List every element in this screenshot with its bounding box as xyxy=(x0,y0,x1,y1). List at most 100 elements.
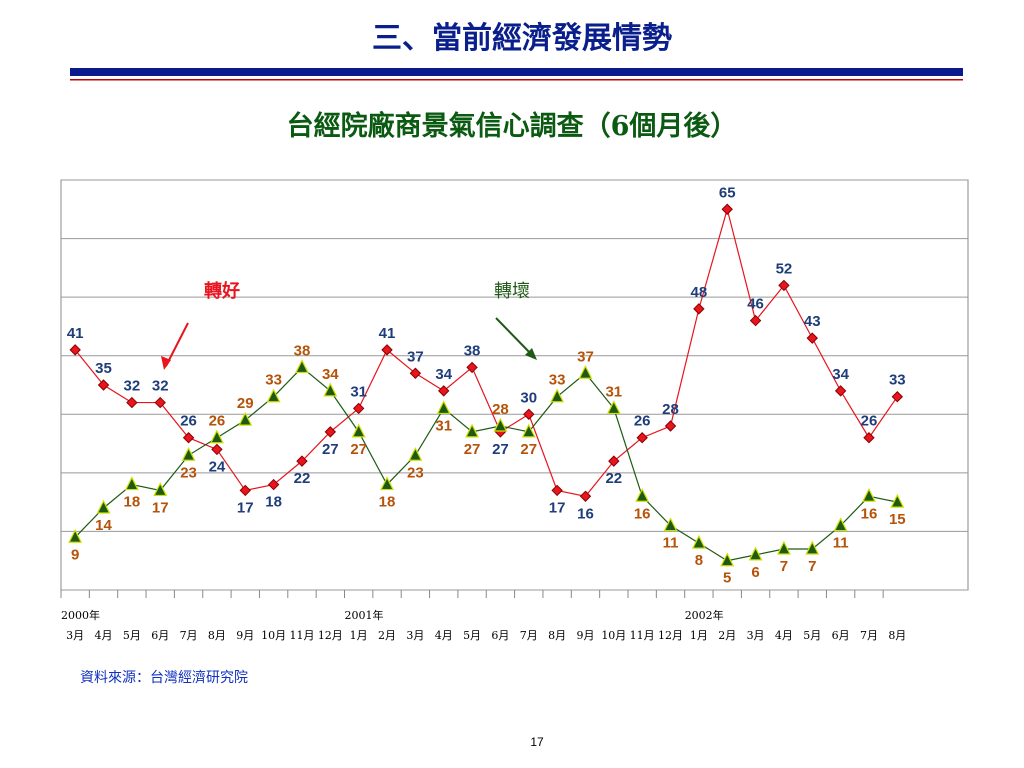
data-label: 37 xyxy=(577,348,594,365)
page-number: 17 xyxy=(530,735,544,749)
marker-triangle xyxy=(351,423,366,438)
x-tick-label: 4月 xyxy=(775,629,793,642)
x-tick-label: 6月 xyxy=(832,629,850,642)
marker-diamond xyxy=(579,490,592,502)
data-label: 26 xyxy=(861,413,878,430)
x-tick-label: 8月 xyxy=(548,629,566,642)
marker-triangle xyxy=(295,359,309,374)
marker-diamond xyxy=(97,379,110,391)
marker-triangle xyxy=(68,528,83,543)
data-label: 31 xyxy=(605,383,622,400)
marker-diamond xyxy=(721,203,733,215)
x-tick-label: 7月 xyxy=(860,629,878,642)
data-label: 16 xyxy=(577,505,594,522)
data-label: 18 xyxy=(265,494,282,511)
marker-diamond xyxy=(806,332,818,344)
marker-triangle xyxy=(238,411,253,426)
marker-triangle xyxy=(635,487,650,502)
data-label: 17 xyxy=(549,499,566,516)
marker-triangle xyxy=(124,476,139,491)
x-tick-label: 4月 xyxy=(95,629,113,642)
marker-diamond xyxy=(834,385,847,397)
x-tick-label: 7月 xyxy=(180,629,198,642)
data-label: 6 xyxy=(751,564,759,581)
data-label: 27 xyxy=(520,441,537,458)
data-label: 27 xyxy=(492,441,509,458)
marker-diamond xyxy=(69,344,81,356)
marker-diamond xyxy=(267,478,280,491)
data-label: 38 xyxy=(464,342,481,359)
marker-triangle xyxy=(663,517,678,532)
data-label: 29 xyxy=(237,395,254,412)
marker-diamond xyxy=(438,385,450,397)
marker-triangle xyxy=(209,429,224,444)
marker-diamond xyxy=(608,455,620,467)
year-label: 2002年 xyxy=(685,608,724,622)
marker-triangle xyxy=(96,499,111,514)
marker-triangle xyxy=(578,364,593,379)
data-label: 17 xyxy=(237,499,254,516)
data-label: 37 xyxy=(407,348,424,365)
data-label: 11 xyxy=(833,535,849,552)
marker-triangle xyxy=(153,482,168,497)
data-label: 26 xyxy=(180,413,197,430)
title-rule-thin xyxy=(70,79,963,81)
x-tick-label: 2月 xyxy=(718,629,736,642)
marker-diamond xyxy=(891,391,904,403)
data-label: 15 xyxy=(889,511,906,528)
marker-diamond xyxy=(182,432,195,444)
data-label: 34 xyxy=(322,366,339,383)
marker-diamond xyxy=(211,443,223,456)
marker-diamond xyxy=(154,396,166,409)
x-tick-label: 7月 xyxy=(520,629,538,642)
data-label: 52 xyxy=(776,260,793,277)
marker-triangle xyxy=(380,476,394,491)
data-label: 33 xyxy=(265,372,282,389)
x-tick-label: 6月 xyxy=(151,629,169,642)
marker-diamond xyxy=(778,279,790,292)
data-label: 7 xyxy=(808,558,816,575)
data-label: 18 xyxy=(124,494,141,511)
data-label: 28 xyxy=(492,401,509,418)
x-tick-label: 10月 xyxy=(601,629,626,642)
data-label: 38 xyxy=(294,342,311,359)
data-label: 22 xyxy=(294,470,311,487)
marker-triangle xyxy=(521,423,536,438)
data-label: 41 xyxy=(67,325,84,342)
data-label: 26 xyxy=(634,413,651,430)
marker-triangle xyxy=(833,517,848,532)
x-tick-label: 5月 xyxy=(123,629,141,642)
x-tick-label: 9月 xyxy=(576,629,594,642)
data-label: 26 xyxy=(209,413,226,430)
x-tick-label: 3月 xyxy=(66,629,84,642)
marker-triangle xyxy=(748,546,763,561)
data-label: 23 xyxy=(407,464,424,481)
marker-diamond xyxy=(749,314,762,327)
x-tick-label: 4月 xyxy=(435,629,453,642)
data-label: 16 xyxy=(861,505,878,522)
marker-triangle xyxy=(606,400,621,415)
marker-diamond xyxy=(551,484,563,497)
marker-diamond xyxy=(352,402,365,415)
data-label: 34 xyxy=(832,366,849,383)
x-tick-label: 12月 xyxy=(318,629,343,642)
data-label: 35 xyxy=(95,360,112,377)
data-label: 31 xyxy=(435,417,452,434)
data-label: 46 xyxy=(747,296,764,313)
data-label: 18 xyxy=(379,494,396,511)
marker-triangle xyxy=(493,417,508,432)
x-tick-label: 2月 xyxy=(378,629,396,642)
data-label: 34 xyxy=(435,366,452,383)
marker-diamond xyxy=(664,420,677,432)
source: 資料來源：台灣經濟研究院 xyxy=(80,670,248,686)
data-label: 23 xyxy=(180,464,197,481)
series-line xyxy=(74,206,898,497)
marker-diamond xyxy=(523,408,535,420)
x-tick-label: 8月 xyxy=(208,629,226,642)
plot-frame xyxy=(60,179,969,591)
data-label: 43 xyxy=(804,313,821,330)
year-label: 2000年 xyxy=(61,608,100,622)
data-label: 41 xyxy=(379,325,396,342)
data-label: 8 xyxy=(695,552,703,569)
x-tick-label: 6月 xyxy=(491,629,509,642)
